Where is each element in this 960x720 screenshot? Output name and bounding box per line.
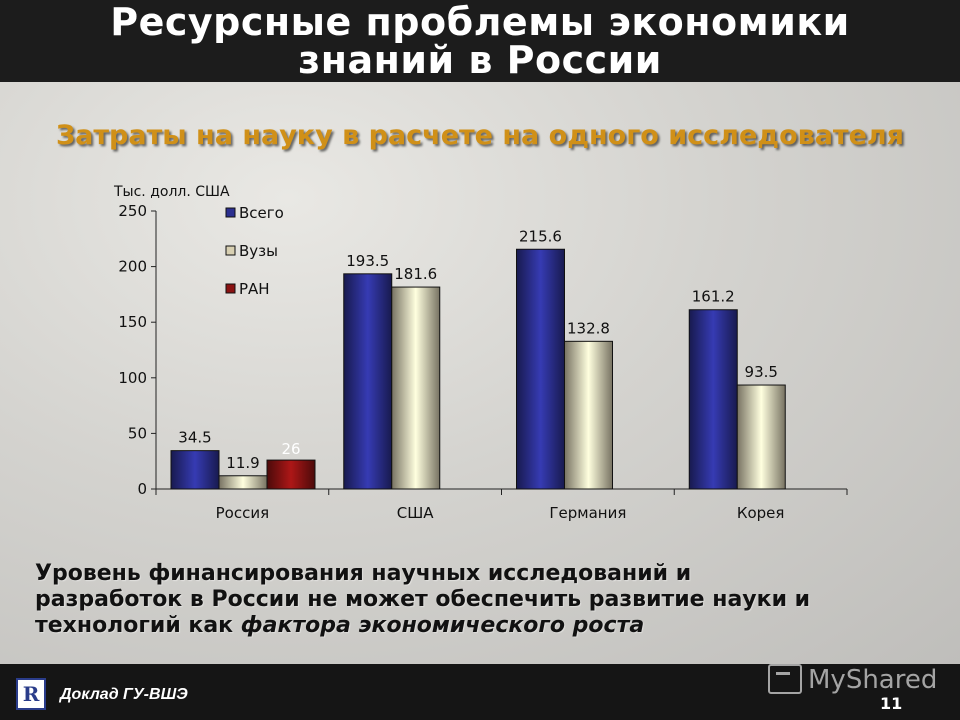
bar-chart: Тыс. долл. США 0 50 100 150 200 250 Россия 34.5 1… bbox=[113, 184, 848, 522]
bar-Всего bbox=[170, 450, 220, 490]
bar-Всего bbox=[688, 309, 738, 490]
data-label: 193.5 bbox=[346, 252, 389, 270]
page-number: 11 bbox=[880, 694, 903, 713]
hse-logo-icon: R bbox=[16, 678, 46, 710]
data-label: 132.8 bbox=[567, 319, 610, 337]
y-tick-label: 150 bbox=[118, 313, 147, 331]
footer-report-label: Доклад ГУ-ВШЭ bbox=[60, 686, 188, 703]
data-label: 34.5 bbox=[178, 429, 211, 447]
bar-Вузы bbox=[736, 384, 786, 490]
bar-Вузы bbox=[218, 475, 268, 490]
y-tick-label: 200 bbox=[118, 258, 147, 276]
x-tick-label: Германия bbox=[549, 504, 626, 522]
watermark-text: MyShared bbox=[808, 665, 938, 695]
legend-label: Вузы bbox=[239, 242, 278, 260]
presentation-icon bbox=[768, 664, 802, 694]
x-tick-label: США bbox=[397, 504, 435, 522]
legend-swatch bbox=[225, 207, 236, 218]
x-tick-label: Россия bbox=[216, 504, 270, 522]
bar-Всего bbox=[343, 273, 393, 490]
bar-Всего bbox=[516, 248, 565, 490]
statement-line-3-text: технологий как bbox=[35, 613, 241, 638]
statement-line-2: разработок в России не может обеспечить … bbox=[35, 587, 811, 612]
y-tick-label: 0 bbox=[137, 480, 147, 498]
data-label: 93.5 bbox=[745, 363, 778, 381]
x-tick-label: Корея bbox=[737, 504, 785, 522]
statement: Уровень финансирования научных исследова… bbox=[35, 561, 935, 639]
data-label: 215.6 bbox=[519, 227, 562, 245]
bar-Вузы bbox=[391, 286, 441, 490]
data-label: 26 bbox=[281, 440, 300, 458]
legend-label: РАН bbox=[239, 280, 270, 298]
statement-line-3: технологий как фактора экономического ро… bbox=[35, 613, 935, 639]
bar-РАН bbox=[266, 459, 316, 490]
y-tick-label: 50 bbox=[128, 424, 147, 442]
legend-swatch bbox=[225, 283, 236, 294]
y-tick-label: 100 bbox=[118, 369, 147, 387]
slide-content: Затраты на науку в расчете на одного исс… bbox=[0, 82, 960, 664]
watermark: MyShared bbox=[768, 664, 937, 695]
data-label: 161.2 bbox=[692, 288, 735, 306]
slide-title-line-1: Ресурсные проблемы экономики bbox=[110, 0, 850, 44]
title-bar: Ресурсные проблемы экономики знаний в Ро… bbox=[0, 0, 960, 82]
footer: R Доклад ГУ-ВШЭ MyShared 11 bbox=[0, 664, 960, 720]
data-label: 11.9 bbox=[226, 454, 259, 472]
bar-Вузы bbox=[564, 340, 613, 490]
y-axis-label: Тыс. долл. США bbox=[113, 184, 230, 200]
legend-label: Всего bbox=[239, 204, 284, 222]
statement-emphasis: фактора экономического роста bbox=[240, 613, 645, 638]
chart-container: Тыс. долл. США 0 50 100 150 200 250 Россия 34.5 1… bbox=[100, 178, 880, 528]
y-tick-label: 250 bbox=[118, 202, 147, 220]
chart-subtitle: Затраты на науку в расчете на одного исс… bbox=[55, 120, 905, 151]
statement-line-1: Уровень финансирования научных исследова… bbox=[35, 561, 692, 586]
slide-title-line-2: знаний в России bbox=[298, 38, 662, 82]
legend-swatch bbox=[225, 245, 236, 256]
data-label: 181.6 bbox=[394, 265, 437, 283]
